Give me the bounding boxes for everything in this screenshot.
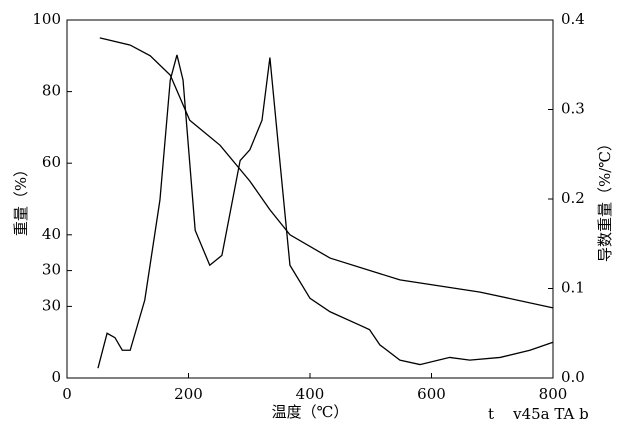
x-axis-label: 温度（℃） xyxy=(272,403,349,421)
y-tick-label: 60 xyxy=(42,153,61,171)
x-tick-label: 600 xyxy=(417,385,446,403)
y2-tick-label: 0.1 xyxy=(561,279,585,297)
x-tick-label: 0 xyxy=(62,385,72,403)
y2-tick-label: 0.0 xyxy=(561,368,585,386)
y-tick-label: 100 xyxy=(32,10,61,28)
line-series xyxy=(99,37,554,309)
x-tick-label: 800 xyxy=(539,385,568,403)
y-tick-label: 30 xyxy=(42,261,61,279)
y-tick-label: 80 xyxy=(42,82,61,100)
plot-frame xyxy=(66,19,554,379)
y2-tick-label: 0.4 xyxy=(561,10,585,28)
line-series xyxy=(97,54,554,369)
y2-tick-label: 0.3 xyxy=(561,100,585,118)
y-tick-label: 0 xyxy=(51,368,61,386)
y2-tick-label: 0.2 xyxy=(561,189,585,207)
y-tick-label: 40 xyxy=(42,225,61,243)
y2-axis-label: 导数重量（%/℃） xyxy=(596,136,614,262)
y-tick-label: 30 xyxy=(42,296,61,314)
y-axis-label: 重量（%） xyxy=(12,162,30,236)
x-tick-label: 200 xyxy=(174,385,203,403)
annotation: t v45a TA b xyxy=(488,405,589,423)
x-tick-label: 400 xyxy=(296,385,325,403)
